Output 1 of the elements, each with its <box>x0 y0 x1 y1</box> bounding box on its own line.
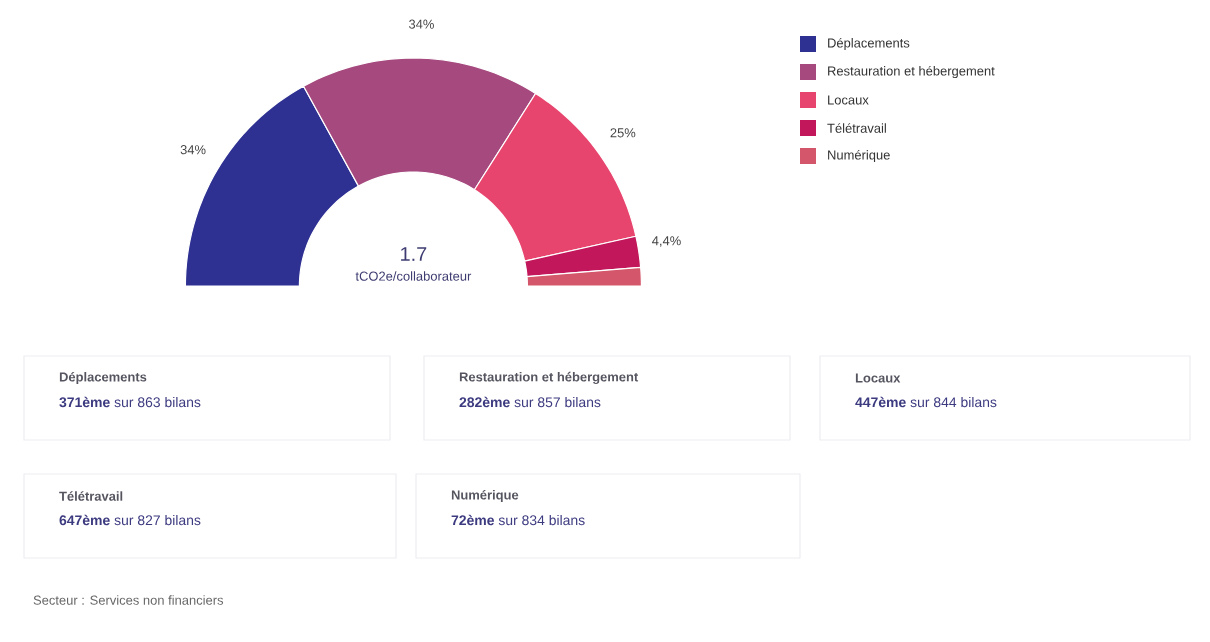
text: 1.7 <box>401 247 427 261</box>
